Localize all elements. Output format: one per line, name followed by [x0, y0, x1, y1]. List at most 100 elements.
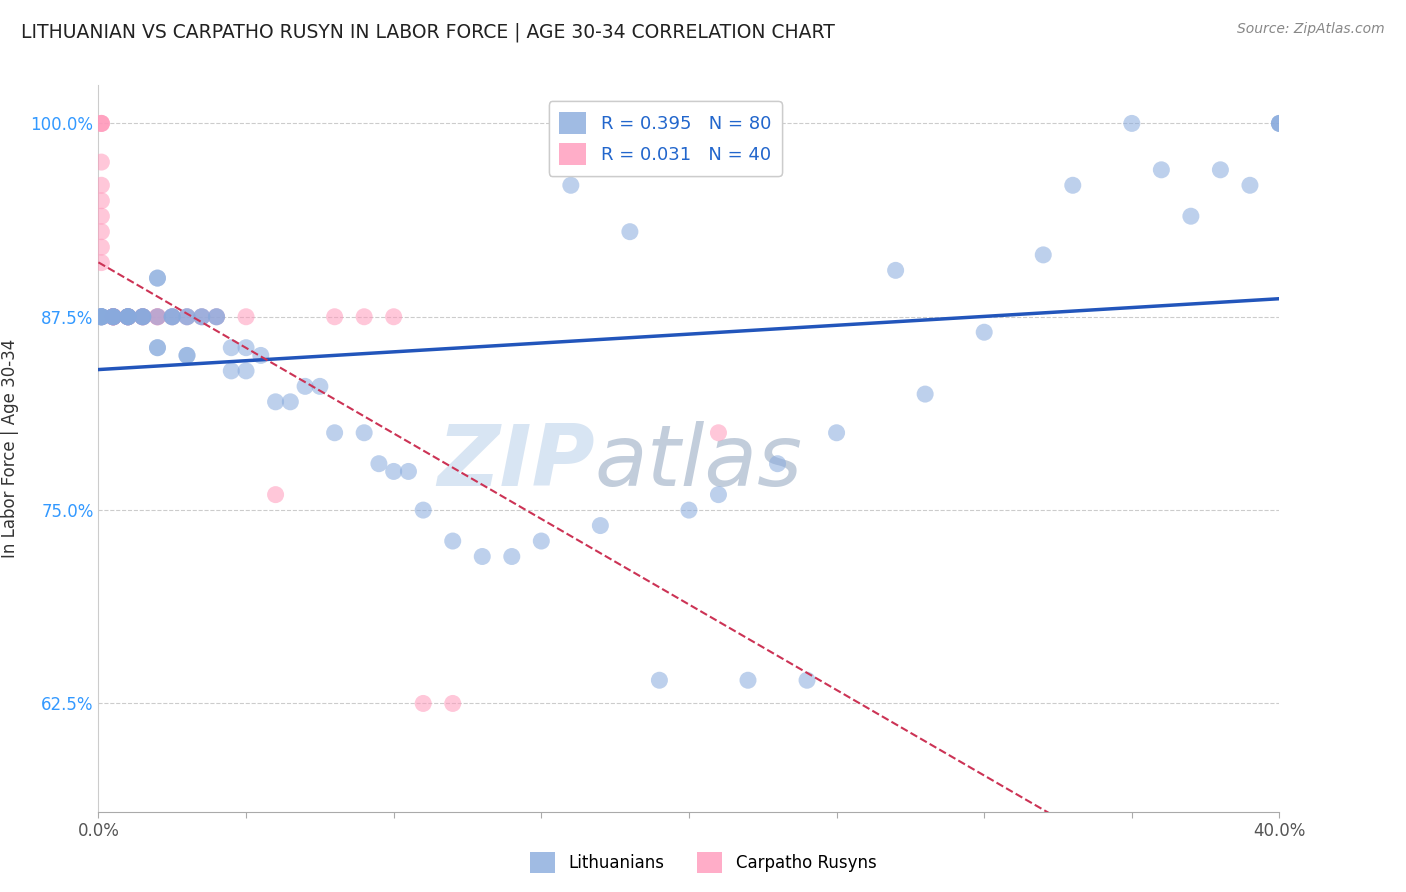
Point — [117, 310, 139, 324]
Text: Source: ZipAtlas.com: Source: ZipAtlas.com — [1237, 22, 1385, 37]
Point — [176, 310, 198, 324]
Point — [132, 310, 155, 324]
Legend: Lithuanians, Carpatho Rusyns: Lithuanians, Carpatho Rusyns — [523, 846, 883, 880]
Point — [191, 310, 214, 324]
Point — [382, 310, 405, 324]
Point — [103, 310, 125, 324]
Point — [103, 310, 125, 324]
Point — [103, 310, 125, 324]
Point — [162, 310, 183, 324]
Point — [176, 348, 198, 362]
Point — [90, 255, 112, 269]
Point — [323, 310, 346, 324]
Point — [589, 518, 612, 533]
Point — [825, 425, 848, 440]
Point — [90, 310, 112, 324]
Point — [441, 534, 464, 549]
Point — [221, 341, 243, 355]
Point — [90, 116, 112, 130]
Point — [146, 341, 169, 355]
Point — [235, 364, 257, 378]
Point — [1268, 116, 1291, 130]
Point — [103, 310, 125, 324]
Point — [103, 310, 125, 324]
Point — [146, 310, 169, 324]
Point — [90, 310, 112, 324]
Point — [619, 225, 641, 239]
Point — [90, 310, 112, 324]
Point — [132, 310, 155, 324]
Point — [264, 394, 287, 409]
Point — [412, 503, 434, 517]
Point — [103, 310, 125, 324]
Point — [1032, 248, 1054, 262]
Point — [280, 394, 302, 409]
Point — [162, 310, 183, 324]
Point — [132, 310, 155, 324]
Point — [162, 310, 183, 324]
Point — [884, 263, 907, 277]
Point — [132, 310, 155, 324]
Point — [250, 348, 273, 362]
Point — [117, 310, 139, 324]
Point — [146, 271, 169, 285]
Point — [309, 379, 332, 393]
Point — [235, 341, 257, 355]
Point — [382, 465, 405, 479]
Point — [1268, 116, 1291, 130]
Point — [103, 310, 125, 324]
Point — [103, 310, 125, 324]
Point — [176, 348, 198, 362]
Point — [117, 310, 139, 324]
Point — [132, 310, 155, 324]
Point — [530, 534, 553, 549]
Point — [1150, 162, 1173, 177]
Point — [973, 325, 995, 339]
Point — [90, 310, 112, 324]
Point — [90, 225, 112, 239]
Point — [471, 549, 494, 564]
Point — [221, 364, 243, 378]
Point — [117, 310, 139, 324]
Point — [117, 310, 139, 324]
Point — [90, 310, 112, 324]
Point — [90, 155, 112, 169]
Point — [368, 457, 391, 471]
Point — [205, 310, 228, 324]
Text: atlas: atlas — [595, 421, 803, 504]
Point — [90, 310, 112, 324]
Point — [412, 697, 434, 711]
Point — [766, 457, 789, 471]
Point — [737, 673, 759, 688]
Point — [117, 310, 139, 324]
Point — [90, 310, 112, 324]
Point — [648, 673, 671, 688]
Point — [117, 310, 139, 324]
Point — [796, 673, 818, 688]
Point — [146, 271, 169, 285]
Point — [103, 310, 125, 324]
Point — [146, 341, 169, 355]
Point — [914, 387, 936, 401]
Point — [90, 178, 112, 193]
Point — [205, 310, 228, 324]
Point — [103, 310, 125, 324]
Point — [353, 425, 375, 440]
Point — [678, 503, 700, 517]
Point — [501, 549, 523, 564]
Point — [353, 310, 375, 324]
Point — [117, 310, 139, 324]
Point — [1239, 178, 1261, 193]
Point — [1062, 178, 1084, 193]
Point — [191, 310, 214, 324]
Point — [205, 310, 228, 324]
Point — [162, 310, 183, 324]
Point — [191, 310, 214, 324]
Point — [90, 116, 112, 130]
Point — [117, 310, 139, 324]
Point — [146, 310, 169, 324]
Point — [132, 310, 155, 324]
Point — [90, 116, 112, 130]
Point — [441, 697, 464, 711]
Text: LITHUANIAN VS CARPATHO RUSYN IN LABOR FORCE | AGE 30-34 CORRELATION CHART: LITHUANIAN VS CARPATHO RUSYN IN LABOR FO… — [21, 22, 835, 42]
